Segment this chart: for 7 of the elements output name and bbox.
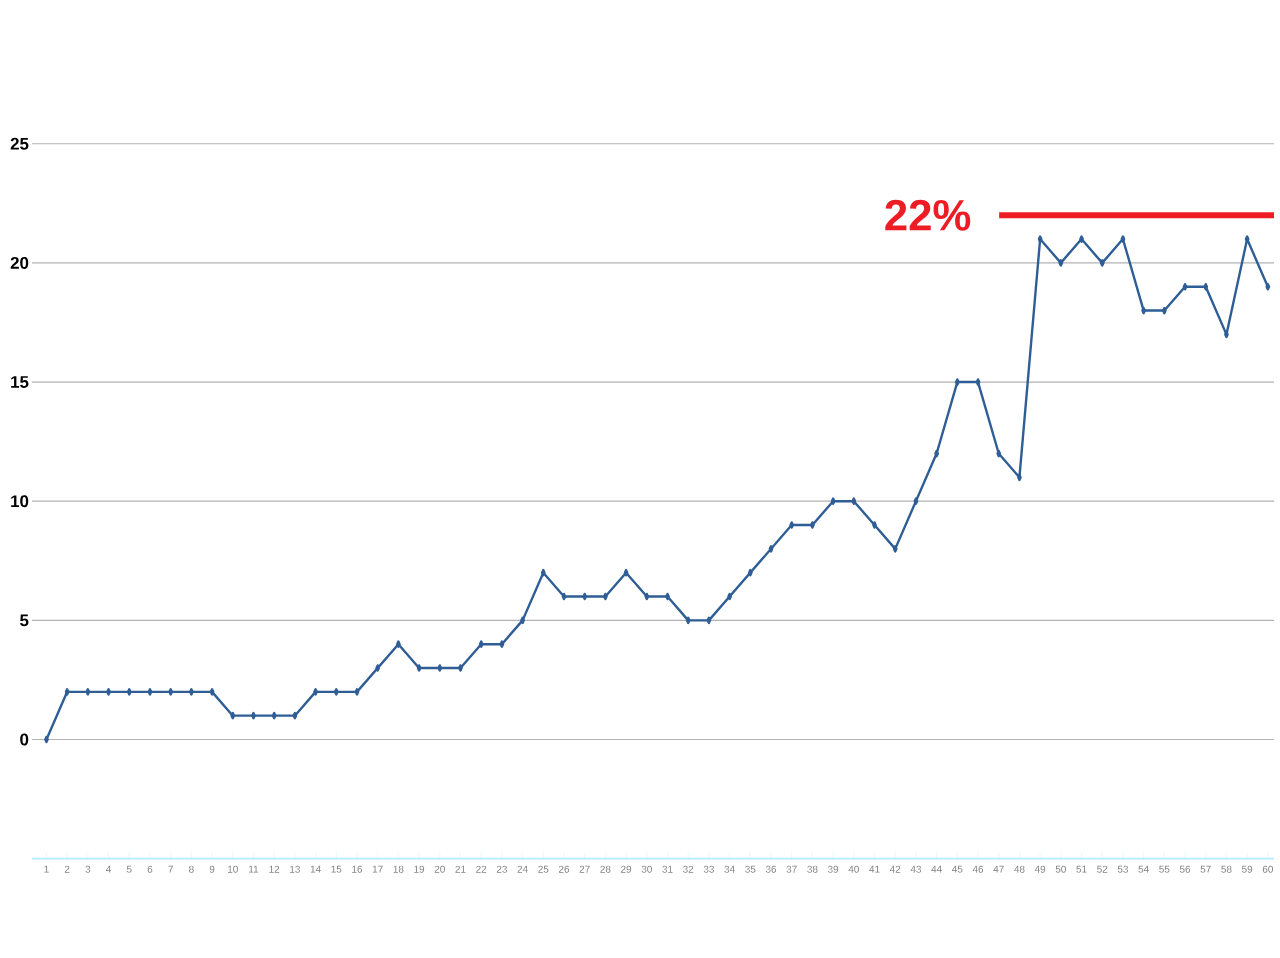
y-tick-label: 10 — [11, 494, 29, 507]
y-tick-label: 25 — [10, 137, 29, 150]
y-tick-label: 5 — [20, 614, 29, 626]
y-tick-label: 0 — [20, 733, 29, 746]
y-tick-label: 20 — [10, 256, 29, 269]
ref-line-label: 22% — [885, 199, 971, 231]
y-tick-label: 15 — [11, 375, 29, 388]
